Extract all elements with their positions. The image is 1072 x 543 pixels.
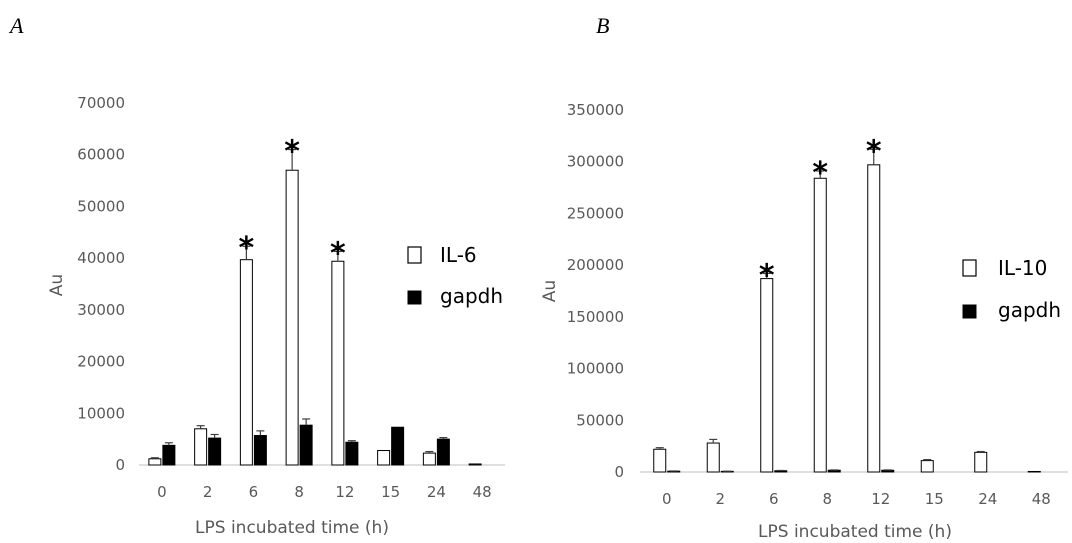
bar-il-6-24: [422, 452, 436, 466]
x-tick-label: 24: [978, 490, 997, 508]
x-axis-title-a: LPS incubated time (h): [195, 518, 389, 538]
bar-gapdh-12: [345, 441, 359, 466]
x-tick-label: 15: [925, 490, 944, 508]
y-tick-label: 50000: [576, 411, 624, 429]
x-tick-label: 24: [427, 483, 446, 501]
x-tick-label: 0: [662, 490, 672, 508]
legend-swatch-il-10: [962, 259, 977, 277]
bar-il-6-2: [194, 428, 208, 466]
bar-il-10-0: [653, 448, 667, 473]
x-tick-label: 12: [871, 490, 890, 508]
bar-il-10-2: [706, 442, 720, 473]
bar-il-6-48: [468, 463, 482, 466]
y-tick-label: 20000: [77, 353, 125, 371]
chart-panel-a: 0 10000 20000 30000 40000 50000 60000 70000 0 2 6 *…: [77, 94, 505, 501]
y-tick-label: 10000: [77, 404, 125, 422]
y-tick-label: 0: [115, 456, 125, 474]
y-axis-title-a: Au: [47, 274, 67, 296]
significance-star: *: [284, 135, 300, 170]
y-axis-title-b: Au: [540, 280, 560, 302]
y-tick-label: 60000: [77, 146, 125, 164]
bar-il-10-6: [760, 278, 774, 473]
bar-il-6-15: [377, 450, 391, 466]
y-tick-label: 50000: [77, 197, 125, 215]
significance-star: *: [330, 236, 346, 271]
bar-il-10-15: [920, 460, 934, 473]
bar-il-10-48: [1027, 470, 1041, 473]
bar-gapdh-0: [162, 444, 176, 466]
legend-label-gapdh: gapdh: [440, 284, 503, 308]
y-tick-label: 70000: [77, 94, 125, 112]
x-tick-label: 0: [157, 483, 167, 501]
significance-star: *: [812, 156, 828, 191]
bar-gapdh-2: [208, 437, 222, 466]
bar-gapdh-8: [299, 424, 313, 466]
significance-star: *: [239, 231, 255, 266]
x-tick-label: 48: [1032, 490, 1051, 508]
y-tick-label: 30000: [77, 301, 125, 319]
x-tick-label: 2: [203, 483, 213, 501]
bar-gapdh-6: [253, 435, 267, 466]
x-tick-label: 8: [294, 483, 304, 501]
y-tick-label: 40000: [77, 249, 125, 267]
x-tick-label: 6: [249, 483, 259, 501]
bar-gapdh-24: [436, 438, 450, 466]
y-tick-label: 350000: [567, 101, 624, 119]
y-tick-label: 100000: [567, 360, 624, 378]
significance-star: *: [759, 258, 775, 293]
x-tick-label: 6: [769, 490, 779, 508]
x-tick-label: 15: [381, 483, 400, 501]
legend-swatch-il-6: [407, 246, 422, 264]
bar-il-6-12: [331, 260, 345, 466]
x-tick-label: 8: [822, 490, 832, 508]
y-tick-label: 150000: [567, 308, 624, 326]
chart-panel-b: 0 50000 100000 150000 200000 250000 300000 3500…: [567, 101, 1068, 508]
bar-il-6-8: [285, 169, 299, 466]
legend-label-il-6: IL-6: [440, 243, 477, 267]
bar-gapdh-15: [391, 426, 405, 466]
bar-il-6-0: [148, 458, 162, 466]
x-axis-title-b: LPS incubated time (h): [758, 522, 952, 542]
x-tick-label: 12: [335, 483, 354, 501]
bar-il-6-6: [239, 259, 253, 466]
y-tick-label: 0: [614, 463, 624, 481]
legend-label-gapdh: gapdh: [998, 298, 1061, 322]
significance-star: *: [866, 134, 882, 169]
y-tick-label: 300000: [567, 153, 624, 171]
bar-il-10-8: [813, 177, 827, 473]
x-tick-label: 48: [473, 483, 492, 501]
legend-label-il-10: IL-10: [998, 256, 1047, 280]
legend-swatch-gapdh: [962, 304, 977, 319]
legend-swatch-gapdh: [407, 290, 422, 305]
bar-il-10-12: [867, 164, 881, 473]
x-tick-label: 2: [715, 490, 725, 508]
bar-il-10-24: [974, 451, 988, 473]
panel-label-a: A: [8, 13, 24, 38]
y-tick-label: 200000: [567, 256, 624, 274]
panel-label-b: B: [596, 13, 609, 38]
y-tick-label: 250000: [567, 204, 624, 222]
